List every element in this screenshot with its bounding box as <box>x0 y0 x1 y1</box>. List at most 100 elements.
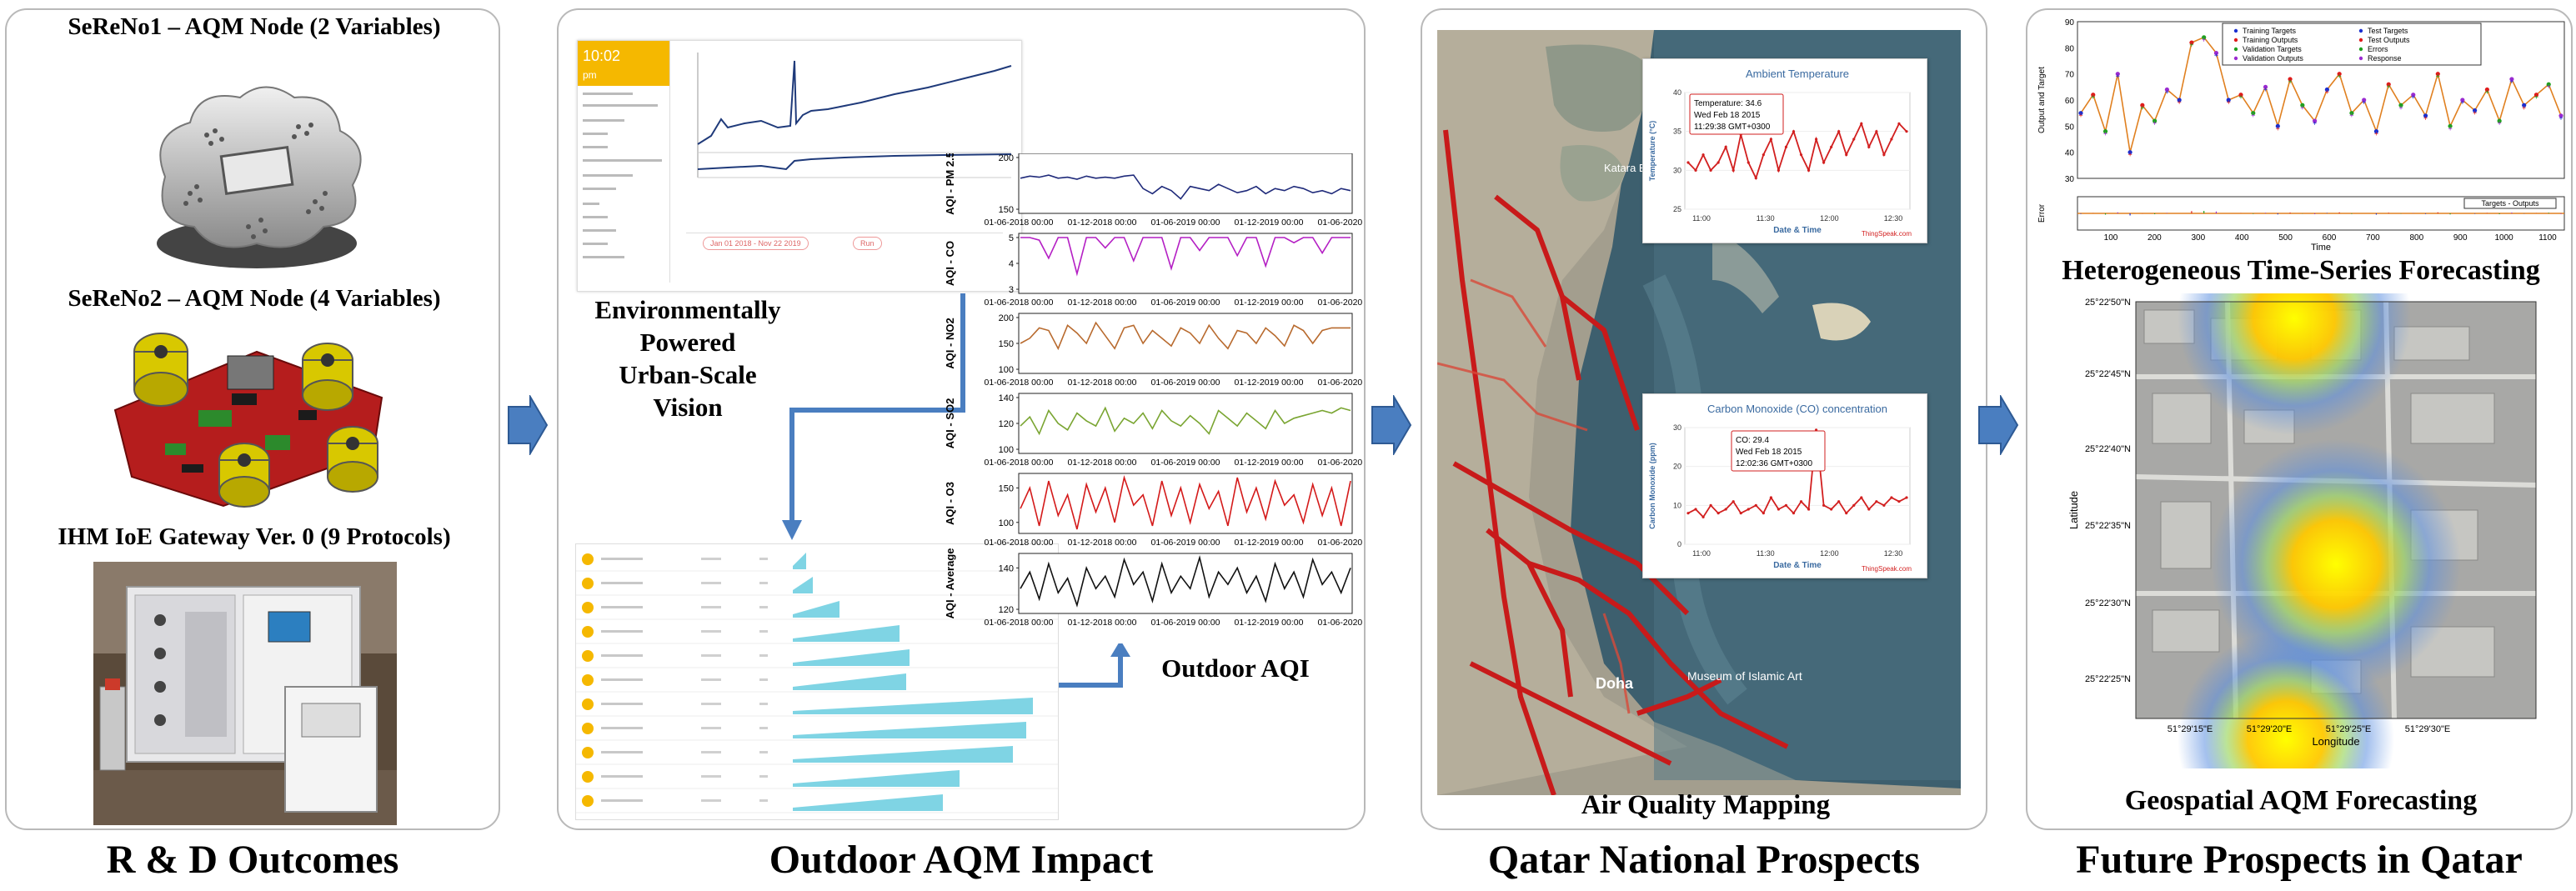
panel-rd-outcomes: SeReNo1 – AQM Node (2 Variables) SeReNo2… <box>5 8 500 830</box>
temp-point <box>1709 168 1712 172</box>
temp-point <box>1777 168 1781 172</box>
ts-output-marker: + <box>2116 73 2120 81</box>
table-row <box>576 673 1058 693</box>
co-point <box>1686 512 1690 515</box>
row-status-icon <box>582 553 594 565</box>
ts-output-marker: + <box>2313 119 2317 128</box>
ts-ytick: 40 <box>2065 149 2075 158</box>
temp-point <box>1807 168 1811 172</box>
aqi-ytick: 150 <box>999 339 1014 349</box>
ts-target-point <box>2435 72 2440 77</box>
temp-point <box>1792 130 1796 133</box>
temp-tooltip-box <box>1689 93 1784 135</box>
aqi-panel-0: AQI - PM 2.5 150 200 01-06-2018 00:00 01-12-… <box>944 153 1362 228</box>
aqi-xtick: 01-12-2018 00:00 <box>1068 298 1137 308</box>
ts-output-marker: + <box>2498 119 2502 128</box>
row-unit-text <box>701 703 721 705</box>
ts-output-marker: + <box>2374 130 2378 138</box>
temp-point <box>1822 161 1826 164</box>
temp-point <box>1830 145 1833 148</box>
row-unit-text <box>701 727 721 729</box>
aqi-xtick: 01-06-2019 00:00 <box>1151 458 1220 468</box>
aqi-xtick: 01-06-2020 00:00 <box>1318 378 1362 388</box>
ts-target-point <box>2337 72 2342 77</box>
ts-ytick: 90 <box>2065 18 2075 28</box>
aqi-xtick: 01-06-2019 00:00 <box>1151 298 1220 308</box>
aqi-xtick: 01-06-2018 00:00 <box>985 618 1054 628</box>
aqi-ytick: 5 <box>1009 233 1014 243</box>
ts-target-point <box>2300 103 2305 108</box>
row-value-text <box>601 654 643 657</box>
aqi-xtick: 01-06-2018 00:00 <box>985 458 1054 468</box>
row-value-text <box>601 703 643 705</box>
aqi-frame <box>1018 553 1353 614</box>
svg-text:25°22'40"N: 25°22'40"N <box>2085 444 2131 454</box>
ts-target-point <box>2078 111 2083 116</box>
aqi-xtick: 01-12-2019 00:00 <box>1235 538 1304 548</box>
ts-target-point <box>2263 84 2268 89</box>
ts-legend-swatch <box>2233 28 2238 33</box>
temp-point <box>1897 122 1901 125</box>
aqi-xtick: 01-06-2020 00:00 <box>1318 298 1362 308</box>
node1-image <box>157 86 362 268</box>
temp-point <box>1769 138 1772 141</box>
temp-point <box>1860 122 1863 125</box>
aqi-ytick: 120 <box>999 419 1014 429</box>
aqi-series-label: AQI - CO <box>944 241 956 286</box>
ts-xtick: 400 <box>2235 233 2249 243</box>
row-sparkbar <box>793 770 960 787</box>
geo-xlabel: Longitude <box>2312 735 2359 748</box>
row-sparkbar <box>793 601 839 618</box>
co-tooltip-line3: 12:02:36 GMT+0300 <box>1736 459 1812 468</box>
ts-legend-swatch <box>2233 56 2238 61</box>
co-series-line <box>1687 429 1907 518</box>
aqi-xtick: 01-06-2020 00:00 <box>1318 618 1362 628</box>
geospatial-heatmap: 25°22'50"N 25°22'45"N 25°22'40"N 25°22'35"N… <box>2067 293 2537 768</box>
ts-output-marker: + <box>2460 98 2464 107</box>
row-sparkbar <box>793 673 906 690</box>
ts-output-marker: + <box>2387 83 2391 91</box>
co-point <box>1860 496 1863 499</box>
ts-target-point <box>2411 93 2416 98</box>
temp-point <box>1694 168 1697 172</box>
aqi-xtick: 01-06-2020 00:00 <box>1318 538 1362 548</box>
row-value-text <box>601 751 643 753</box>
run-chip[interactable]: Run <box>853 237 882 250</box>
temp-point <box>1905 130 1908 133</box>
node2-image <box>113 333 383 508</box>
ts-xtick: 1100 <box>2538 233 2557 243</box>
svg-text:51°29'25"E: 51°29'25"E <box>2326 724 2371 734</box>
ts-target-point <box>2460 98 2465 103</box>
co-tooltip-box <box>1731 430 1826 472</box>
aqi-xtick: 01-12-2018 00:00 <box>1068 218 1137 228</box>
row-status-icon <box>582 674 594 686</box>
row-value-text <box>601 727 643 729</box>
ts-legend-swatch <box>2233 38 2238 43</box>
ts-target-point <box>2238 93 2243 98</box>
aqi-ytick: 150 <box>999 483 1014 493</box>
co-point <box>1897 500 1901 503</box>
arrow-1-icon <box>508 395 549 455</box>
ts-legend-item: Training Outputs <box>2243 36 2298 44</box>
aqi-panel-4: AQI - O3 100 150 01-06-2018 00:00 01-12-2018… <box>944 473 1362 548</box>
aqi-xtick: 01-12-2018 00:00 <box>1068 538 1137 548</box>
ts-legend-swatch <box>2358 56 2363 61</box>
date-range-chip[interactable]: Jan 01 2018 - Nov 22 2019 <box>703 237 809 250</box>
ts-output-marker: + <box>2165 88 2169 96</box>
ts-output-marker: + <box>2078 112 2082 120</box>
ts-target-point <box>2102 129 2108 134</box>
panel2-title: Outdoor AQM Impact <box>769 838 1154 882</box>
aqi-series-label: AQI - O3 <box>944 482 956 525</box>
arrow-3-icon <box>1978 395 2019 455</box>
temp-xlabel: Date & Time <box>1773 226 1822 235</box>
ts-legend-item: Response <box>2368 54 2402 63</box>
temp-point <box>1686 161 1690 164</box>
co-point <box>1769 496 1772 499</box>
ts-output-marker: + <box>2153 119 2157 128</box>
co-point <box>1792 512 1796 515</box>
co-point <box>1701 515 1705 518</box>
aqi-xtick: 01-12-2019 00:00 <box>1235 298 1304 308</box>
ts-xtick: 800 <box>2409 233 2423 243</box>
ts-output-marker: + <box>2091 93 2095 102</box>
